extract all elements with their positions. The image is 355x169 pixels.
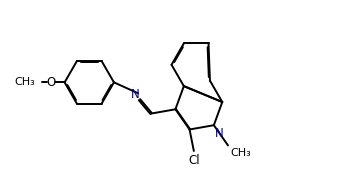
Text: N: N	[215, 127, 224, 140]
Text: O: O	[47, 76, 56, 89]
Text: CH₃: CH₃	[231, 148, 252, 158]
Text: Cl: Cl	[188, 154, 200, 167]
Text: CH₃: CH₃	[15, 77, 36, 87]
Text: N: N	[131, 88, 140, 101]
